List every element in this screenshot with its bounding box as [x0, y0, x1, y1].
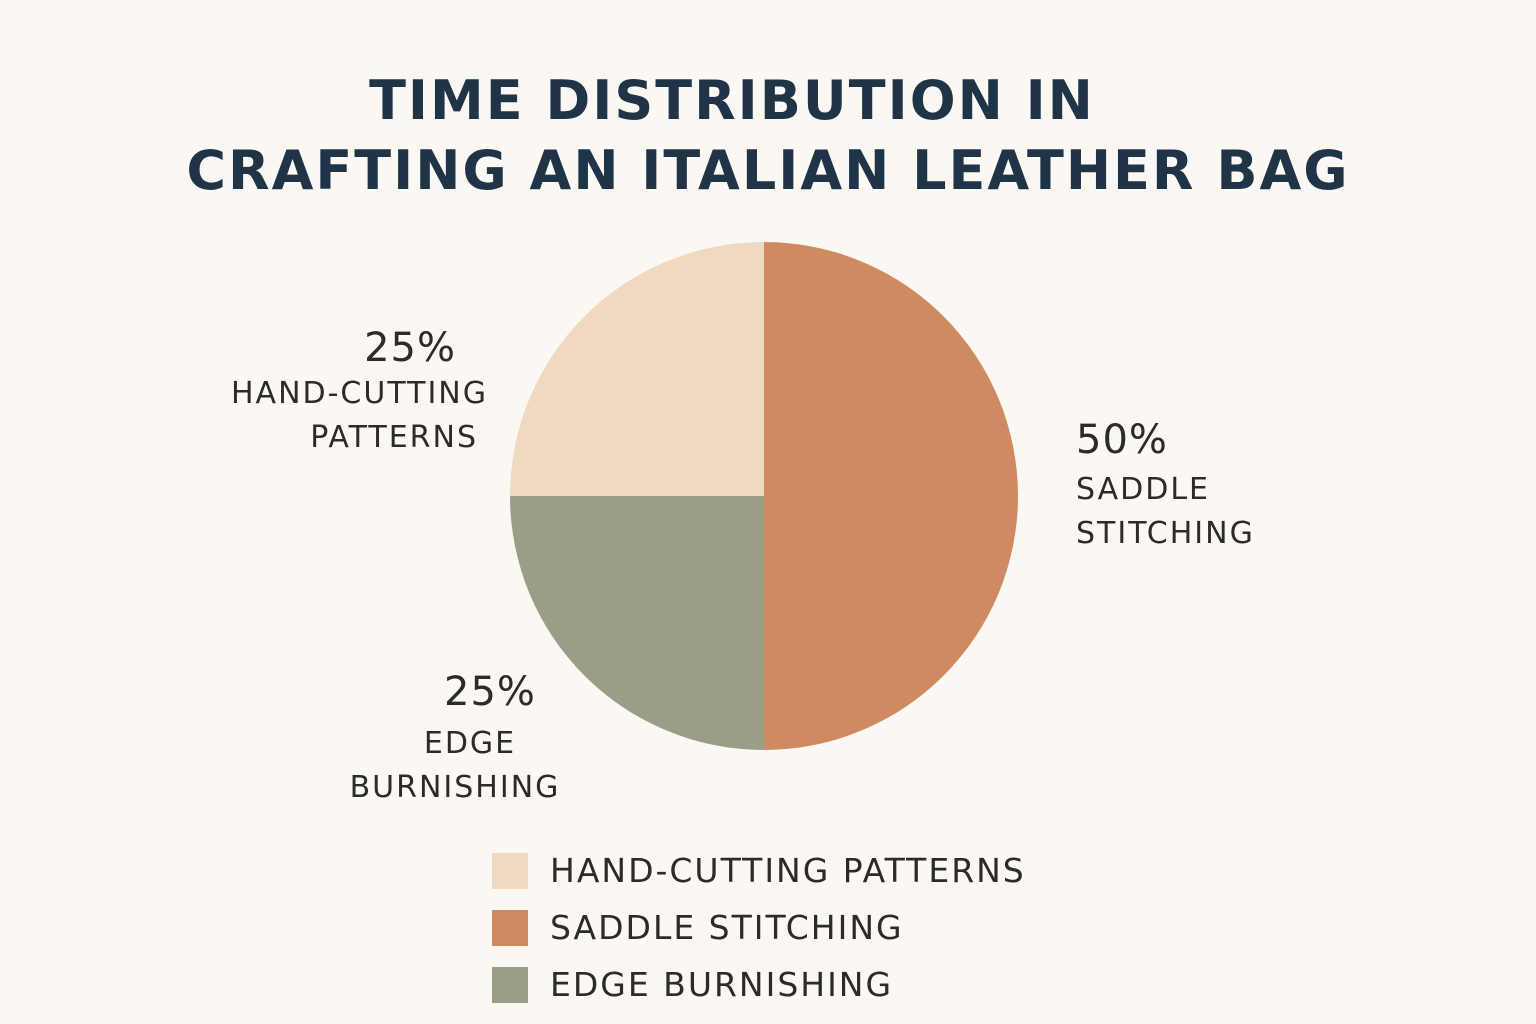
slice-label-hand-cutting-patterns: 25% HAND-CUTTING PATTERNS — [231, 324, 488, 460]
legend-item-edge-burnishing: EDGE BURNISHING — [492, 956, 1026, 1013]
pie-slice-hand-cutting-patterns — [510, 242, 764, 496]
slice-name-hand-cutting-patterns-line-1: HAND-CUTTING — [230, 376, 488, 411]
slice-name-edge-burnishing-line-2: BURNISHING — [349, 770, 561, 805]
legend-item-saddle-stitching: SADDLE STITCHING — [492, 899, 1026, 956]
slice-label-saddle-stitching: 50% SADDLE STITCHING — [1076, 416, 1255, 556]
slice-name-edge-burnishing-line-1: EDGE — [423, 726, 517, 761]
slice-name-saddle-stitching-line-1: SADDLE — [1076, 472, 1210, 507]
legend-swatch-hand-cutting-patterns — [492, 852, 528, 889]
chart-title-line-2: CRAFTING AN ITALIAN LEATHER BAG — [186, 139, 1350, 202]
slice-percent-edge-burnishing: 25% — [444, 669, 536, 715]
pie-slice-edge-burnishing — [510, 496, 764, 750]
legend-label-hand-cutting-patterns: HAND-CUTTING PATTERNS — [550, 851, 1026, 890]
slice-name-hand-cutting-patterns-line-2: PATTERNS — [310, 420, 478, 455]
pie-slice-saddle-stitching — [764, 242, 1018, 750]
legend-swatch-saddle-stitching — [492, 909, 528, 946]
chart-title-line-1: TIME DISTRIBUTION IN — [369, 69, 1095, 132]
legend-label-saddle-stitching: SADDLE STITCHING — [550, 908, 904, 947]
slice-percent-hand-cutting-patterns: 25% — [364, 325, 456, 371]
legend-swatch-edge-burnishing — [492, 966, 528, 1003]
legend-label-edge-burnishing: EDGE BURNISHING — [550, 965, 894, 1004]
slice-label-edge-burnishing: 25% EDGE BURNISHING — [340, 668, 570, 810]
legend-item-hand-cutting-patterns: HAND-CUTTING PATTERNS — [492, 842, 1026, 899]
slice-percent-saddle-stitching: 50% — [1076, 417, 1168, 463]
slice-name-saddle-stitching-line-2: STITCHING — [1076, 516, 1255, 551]
legend: HAND-CUTTING PATTERNS SADDLE STITCHING E… — [492, 842, 1026, 1013]
